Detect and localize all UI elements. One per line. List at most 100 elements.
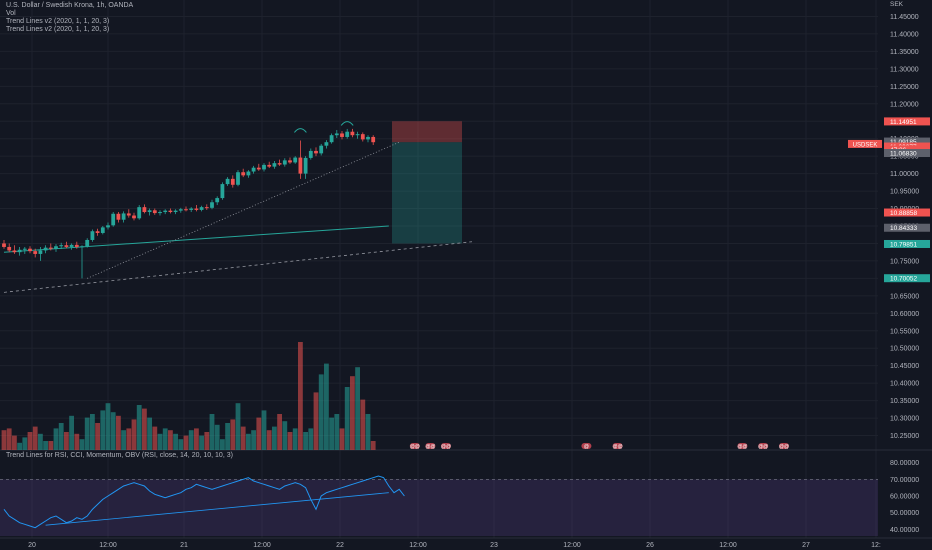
event-marker[interactable] [441, 443, 451, 449]
time-tick-label: 21 [180, 542, 188, 549]
candle-body [215, 198, 220, 203]
candle-body [324, 142, 329, 146]
candle-body [163, 210, 168, 213]
event-marker-label: @@ [613, 444, 623, 450]
dashed-trend-line[interactable] [3, 241, 473, 293]
volume-label: Vol [6, 10, 16, 17]
candle-body [33, 251, 38, 254]
candle-body [28, 248, 32, 252]
event-marker[interactable] [425, 443, 436, 449]
symbol-title: U.S. Dollar / Swedish Krona, 1h, OANDA [6, 2, 134, 9]
volume-bar [183, 435, 189, 450]
candle-body [90, 231, 95, 240]
event-marker[interactable] [581, 443, 592, 449]
volume-bar [110, 412, 116, 450]
price-tag[interactable] [884, 239, 930, 248]
event-marker[interactable] [779, 443, 789, 449]
rsi-line[interactable] [3, 475, 405, 529]
candle-body [256, 167, 261, 170]
symbol-tag[interactable] [848, 139, 882, 148]
target-zone[interactable] [392, 142, 462, 244]
candle-body [74, 244, 79, 247]
stop-zone[interactable] [392, 121, 462, 143]
position-tool[interactable] [392, 121, 462, 244]
price-tag[interactable] [884, 223, 930, 232]
candle-body [303, 157, 308, 174]
price-tag[interactable] [884, 274, 930, 283]
time-tick-label: 22 [336, 542, 344, 549]
candle-body [168, 210, 173, 213]
price-axis[interactable]: 11.45000 11.40000 11.35000 11.30000 11.25000… [0, 1, 919, 440]
price-tag[interactable] [884, 208, 930, 217]
volume-bar [240, 426, 246, 450]
indicator-2-label[interactable]: Trend Lines v2 (2020, 1, 1, 20, 3) [6, 26, 110, 33]
price-tag-label: 11.14951 [890, 119, 917, 126]
candle-body [158, 212, 162, 214]
volume-bar [58, 423, 64, 450]
volume-bar [282, 421, 288, 450]
volume-bar [74, 433, 80, 450]
candle-body [116, 213, 121, 220]
volume-bar [17, 442, 22, 450]
rsi-pane[interactable]: 80.00000 70.00000 60.00000 50.00000 40.00000 [0, 460, 919, 536]
price-tick-label: 11.20000 [890, 101, 919, 108]
volume-bar [64, 432, 69, 450]
rsi-panel-title[interactable]: Trend Lines for RSI, CCI, Momentum, OBV … [6, 452, 233, 459]
volume-bar [266, 430, 272, 450]
indicator-1-label[interactable]: Trend Lines v2 (2020, 1, 1, 20, 3) [6, 18, 110, 25]
volume-bar [116, 415, 121, 450]
candle-body [80, 246, 84, 248]
candle-body [95, 231, 100, 233]
candle-body [43, 247, 48, 251]
candle-body [22, 248, 27, 250]
price-tag[interactable] [884, 149, 930, 158]
candle-series[interactable] [2, 128, 376, 279]
price-tag-label: 10.88858 [890, 210, 917, 217]
time-tick-label: 12:00 [719, 542, 737, 549]
rsi-band [0, 479, 878, 536]
candle-body [350, 131, 355, 136]
time-tick-label: 12:00 [563, 542, 581, 549]
candle-body [199, 207, 204, 210]
price-tick-label: 10.55000 [890, 328, 919, 335]
event-markers[interactable]: @@ @@ @@ @ @@ @@ @@ @@ [410, 443, 789, 450]
symbol-tag-label: USDSEK [853, 142, 878, 148]
volume-bar [214, 424, 220, 450]
volume-bar [105, 403, 111, 450]
candle-body [319, 145, 324, 154]
volume-bar [162, 428, 168, 450]
event-marker[interactable] [409, 443, 420, 449]
price-tick-label: 11.25000 [890, 84, 919, 91]
candle-body [132, 215, 136, 219]
pattern-arc [340, 121, 354, 126]
teal-trend-line[interactable] [3, 225, 389, 253]
candle-body [17, 249, 22, 253]
volume-bar [292, 428, 298, 450]
volume-bar [194, 428, 199, 450]
candle-body [355, 134, 360, 136]
rsi-trend-line[interactable] [45, 492, 389, 526]
event-marker[interactable] [758, 443, 769, 449]
volume-bar [142, 408, 147, 450]
event-marker[interactable] [737, 443, 748, 449]
event-marker[interactable] [612, 443, 623, 449]
price-tags[interactable]: 11.1495111.0918511.0907747:3611.06830USD… [848, 117, 930, 283]
volume-bar [126, 428, 132, 450]
volume-bar [313, 392, 319, 450]
candle-body [298, 157, 303, 174]
price-tick-label: 10.45000 [890, 363, 919, 370]
volume-bar [230, 419, 236, 450]
candle-body [12, 250, 17, 253]
volume-bar [173, 433, 178, 450]
volume-bar [199, 435, 204, 450]
price-tag[interactable] [884, 117, 930, 126]
price-tag[interactable] [884, 137, 930, 146]
rsi-tick-label: 70.00000 [890, 477, 919, 484]
candle-body [69, 244, 74, 247]
volume-bar [84, 417, 90, 450]
volume-bar [261, 410, 267, 450]
candle-body [121, 213, 126, 220]
candle-body [340, 133, 344, 137]
